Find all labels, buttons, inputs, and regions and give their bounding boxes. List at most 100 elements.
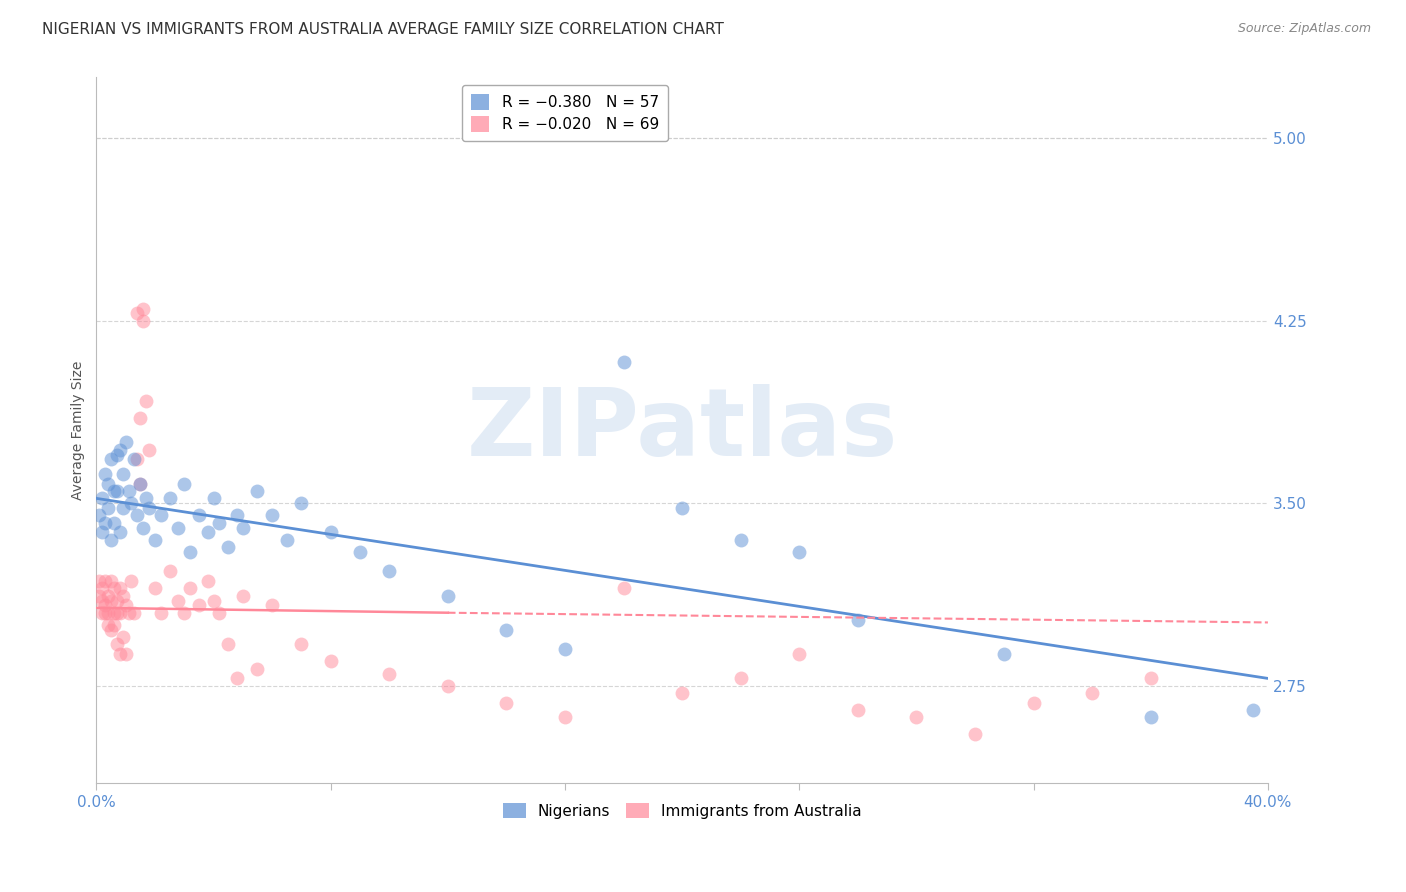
Point	[787, 545, 810, 559]
Point	[114, 599, 136, 613]
Point	[127, 306, 149, 320]
Point	[149, 508, 172, 523]
Point	[993, 647, 1015, 661]
Point	[378, 565, 401, 579]
Point	[290, 496, 312, 510]
Point	[135, 491, 157, 506]
Point	[129, 476, 152, 491]
Point	[437, 679, 460, 693]
Point	[100, 574, 122, 588]
Point	[105, 448, 128, 462]
Point	[319, 525, 342, 540]
Point	[290, 637, 312, 651]
Point	[1139, 672, 1161, 686]
Point	[197, 525, 219, 540]
Point	[554, 710, 576, 724]
Point	[91, 606, 114, 620]
Point	[89, 508, 111, 523]
Point	[167, 520, 190, 534]
Point	[612, 582, 634, 596]
Point	[495, 696, 517, 710]
Point	[1022, 696, 1045, 710]
Point	[208, 516, 231, 530]
Point	[94, 606, 117, 620]
Point	[103, 618, 125, 632]
Point	[124, 452, 146, 467]
Point	[105, 606, 128, 620]
Point	[167, 593, 190, 607]
Point	[554, 642, 576, 657]
Point	[1081, 686, 1104, 700]
Point	[121, 496, 143, 510]
Point	[262, 508, 284, 523]
Point	[114, 647, 136, 661]
Point	[232, 520, 254, 534]
Point	[173, 606, 195, 620]
Point	[132, 314, 155, 328]
Point	[105, 637, 128, 651]
Point	[111, 467, 134, 481]
Point	[121, 574, 143, 588]
Point	[111, 630, 134, 644]
Point	[1139, 710, 1161, 724]
Point	[138, 442, 160, 457]
Point	[108, 647, 131, 661]
Point	[905, 710, 928, 724]
Point	[129, 411, 152, 425]
Point	[378, 666, 401, 681]
Point	[103, 606, 125, 620]
Point	[135, 394, 157, 409]
Point	[246, 484, 269, 499]
Point	[246, 662, 269, 676]
Point	[97, 606, 120, 620]
Point	[97, 589, 120, 603]
Point	[437, 589, 460, 603]
Point	[671, 501, 693, 516]
Point	[232, 589, 254, 603]
Point	[262, 599, 284, 613]
Point	[103, 582, 125, 596]
Point	[132, 301, 155, 316]
Point	[114, 435, 136, 450]
Point	[179, 582, 201, 596]
Point	[226, 508, 249, 523]
Point	[97, 501, 120, 516]
Point	[94, 599, 117, 613]
Point	[612, 355, 634, 369]
Point	[179, 545, 201, 559]
Point	[94, 516, 117, 530]
Point	[91, 582, 114, 596]
Point	[276, 533, 298, 547]
Y-axis label: Average Family Size: Average Family Size	[72, 360, 86, 500]
Point	[127, 508, 149, 523]
Point	[846, 613, 869, 627]
Point	[495, 623, 517, 637]
Point	[111, 501, 134, 516]
Point	[787, 647, 810, 661]
Point	[149, 606, 172, 620]
Point	[108, 442, 131, 457]
Point	[111, 589, 134, 603]
Point	[187, 599, 209, 613]
Point	[730, 672, 752, 686]
Point	[105, 484, 128, 499]
Point	[91, 491, 114, 506]
Point	[226, 672, 249, 686]
Point	[100, 593, 122, 607]
Point	[217, 637, 239, 651]
Point	[963, 727, 986, 741]
Point	[132, 520, 155, 534]
Point	[159, 491, 181, 506]
Point	[143, 533, 166, 547]
Legend: Nigerians, Immigrants from Australia: Nigerians, Immigrants from Australia	[496, 797, 868, 825]
Point	[108, 606, 131, 620]
Point	[91, 525, 114, 540]
Point	[105, 593, 128, 607]
Point	[89, 589, 111, 603]
Point	[108, 525, 131, 540]
Point	[202, 593, 225, 607]
Point	[1241, 703, 1264, 717]
Point	[103, 484, 125, 499]
Point	[319, 654, 342, 668]
Point	[143, 582, 166, 596]
